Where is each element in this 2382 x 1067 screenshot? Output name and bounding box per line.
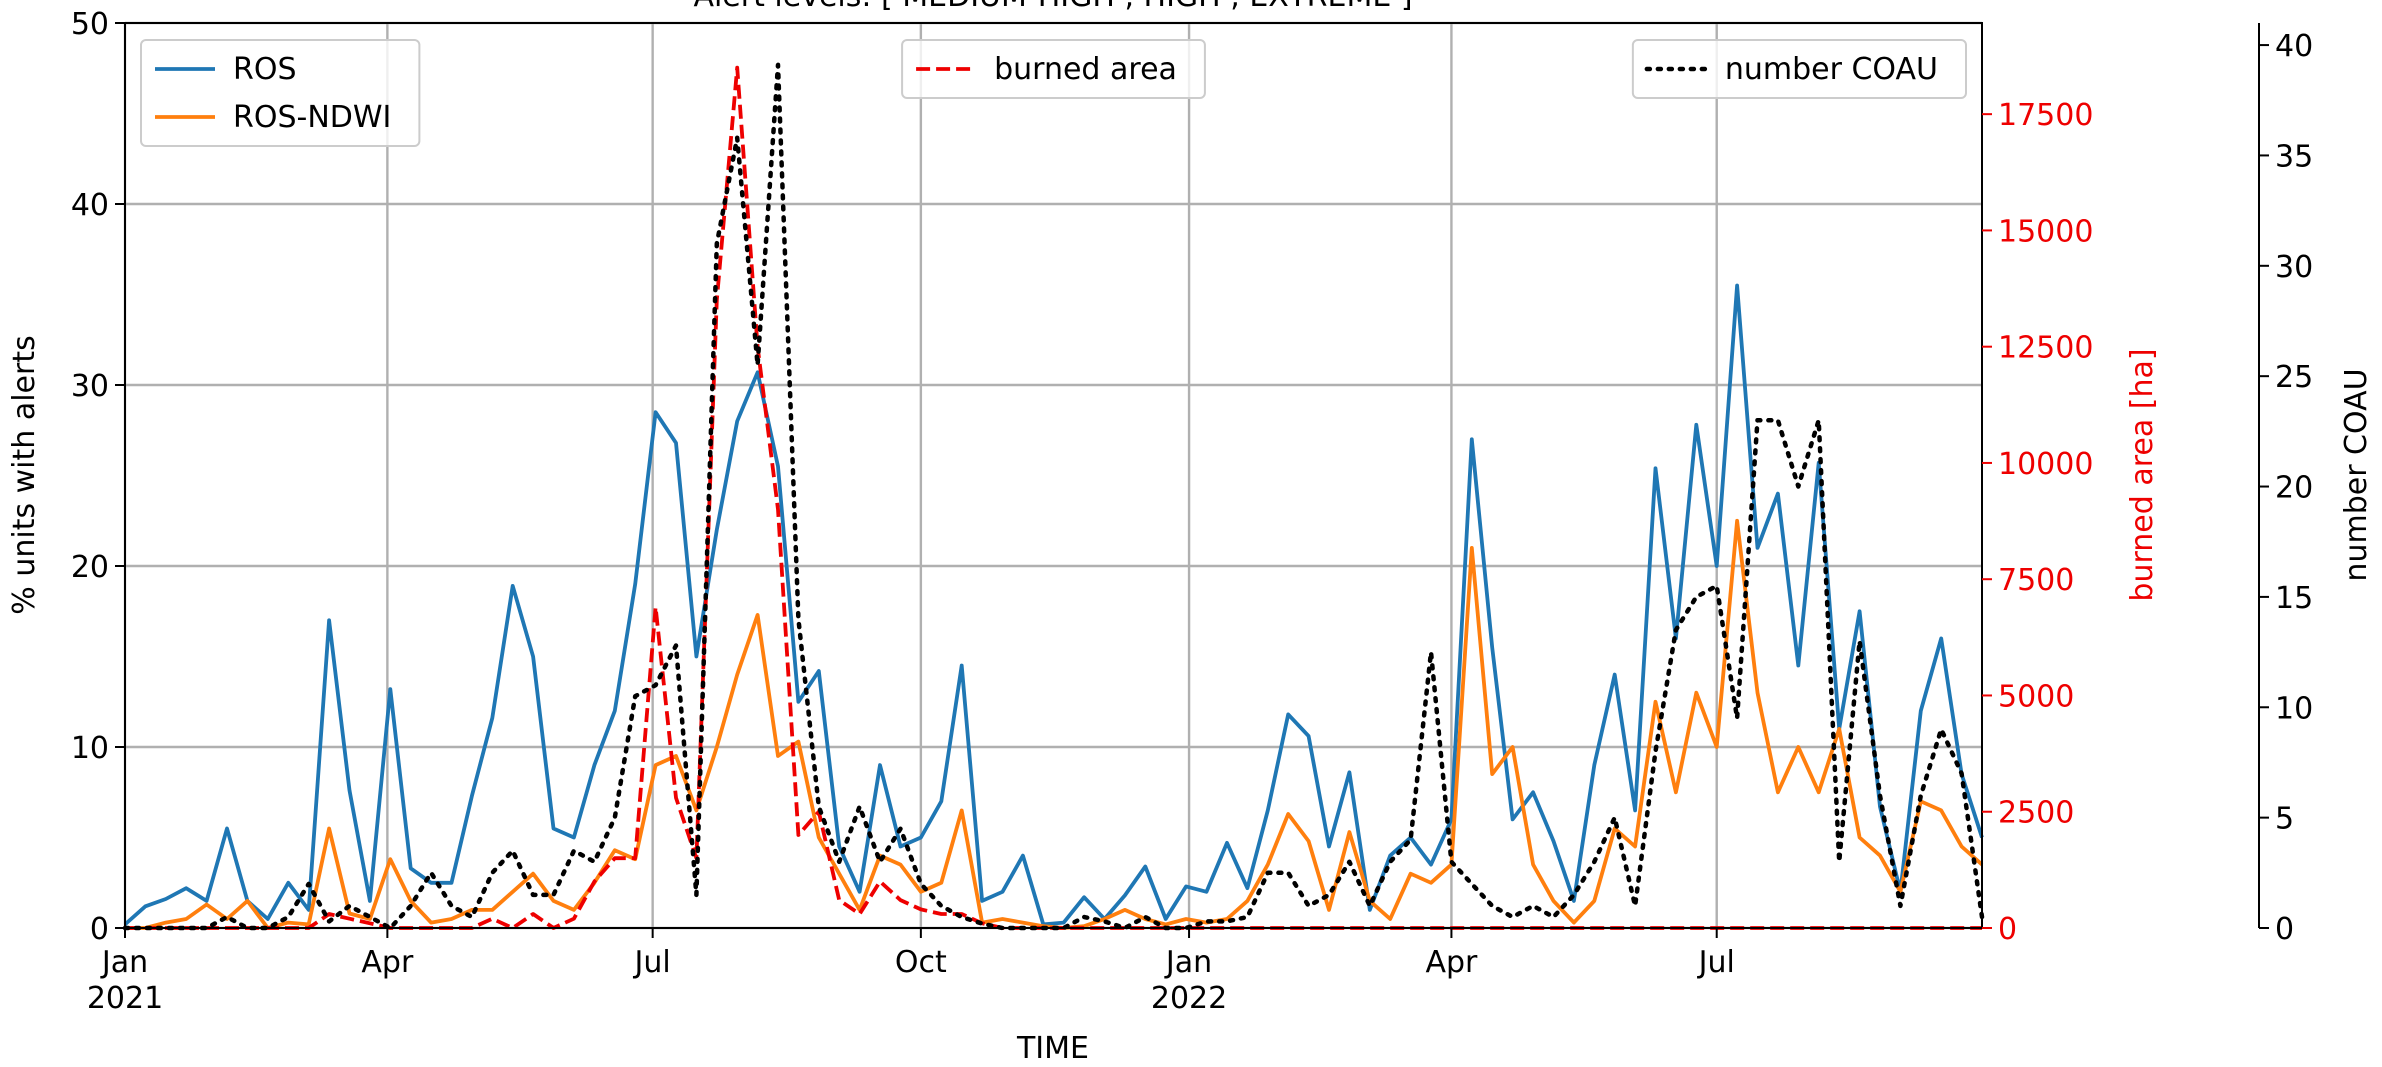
x-axis-label: TIME <box>1016 1031 1089 1066</box>
y-tick-label: 10 <box>71 731 109 766</box>
legend-label: number COAU <box>1725 52 1938 87</box>
y-tick-label: 20 <box>71 550 109 585</box>
y2-axis-label: burned area [ha] <box>2125 348 2160 601</box>
legend: number COAU <box>1631 39 1967 99</box>
x-tick-label: Jul <box>633 945 671 980</box>
y-tick-label: 50 <box>71 7 109 42</box>
legend: burned area <box>901 39 1206 99</box>
y3-tick-label: 15 <box>2275 581 2313 616</box>
y2-tick-label: 12500 <box>1998 331 2093 366</box>
y3-tick-label: 5 <box>2275 802 2294 837</box>
x-tick-label: Jan 2021 <box>87 945 163 1016</box>
chart-title: Alert levels: [ MEDIUM-HIGH , HIGH , EXT… <box>693 0 1412 14</box>
x-tick-label: Oct <box>895 945 947 980</box>
legend-box <box>140 39 421 147</box>
y2-tick-label: 15000 <box>1998 214 2093 249</box>
legend-box <box>901 39 1206 99</box>
x-tick-label: Jan 2022 <box>1151 945 1227 1016</box>
legend-label: burned area <box>994 52 1177 87</box>
legend-label: ROS-NDWI <box>233 100 391 135</box>
y-tick-label: 30 <box>71 369 109 404</box>
y2-tick-label: 10000 <box>1998 447 2093 482</box>
legend-box <box>1631 39 1967 99</box>
y3-axis-label: number COAU <box>2339 368 2374 581</box>
legend: ROS ROS-NDWI <box>140 39 421 147</box>
y3-tick-label: 0 <box>2275 912 2294 947</box>
x-tick-label: Apr <box>1425 945 1478 980</box>
y2-tick-label: 7500 <box>1998 563 2074 598</box>
y3-tick-label: 30 <box>2275 250 2313 285</box>
x-tick-label: Apr <box>361 945 414 980</box>
y3-tick-label: 10 <box>2275 691 2313 726</box>
x-tick-label: Jul <box>1697 945 1735 980</box>
plot-frame <box>124 22 1983 929</box>
y3-tick-label: 25 <box>2275 360 2313 395</box>
y3-tick-label: 40 <box>2275 29 2313 64</box>
y2-tick-label: 17500 <box>1998 98 2093 133</box>
y3-tick-label: 35 <box>2275 139 2313 174</box>
series-line <box>125 518 1984 930</box>
y-tick-label: 0 <box>90 912 109 947</box>
y-axis-label: % units with alerts <box>7 335 42 614</box>
legend-label: ROS <box>233 52 297 87</box>
y-tick-label: 40 <box>71 188 109 223</box>
y2-tick-label: 2500 <box>1998 796 2074 831</box>
y2-tick-label: 0 <box>1998 912 2017 947</box>
y2-tick-label: 5000 <box>1998 679 2074 714</box>
y3-tick-label: 20 <box>2275 471 2313 506</box>
series-line <box>123 283 1984 927</box>
